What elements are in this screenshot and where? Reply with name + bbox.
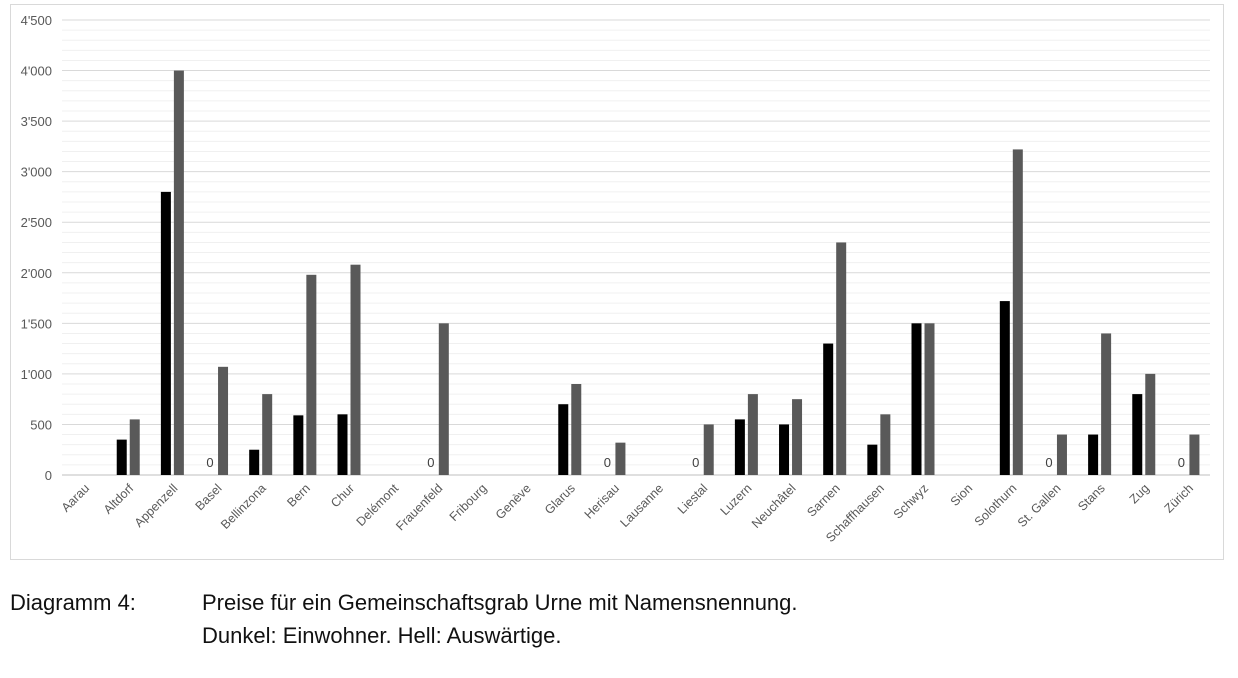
bar-einwohner bbox=[160, 191, 171, 475]
bar-auswaertige bbox=[1101, 333, 1112, 475]
x-tick-label: Zürich bbox=[1162, 481, 1196, 515]
bar-einwohner bbox=[999, 301, 1010, 475]
bar-einwohner bbox=[116, 439, 127, 475]
y-tick-label: 1'500 bbox=[21, 316, 52, 331]
chart-container bbox=[10, 4, 1224, 560]
bar-auswaertige bbox=[350, 264, 361, 475]
y-tick-label: 1'000 bbox=[21, 367, 52, 382]
bar-einwohner bbox=[911, 323, 922, 475]
x-tick-label: Bellinzona bbox=[218, 481, 269, 532]
zero-data-label: 0 bbox=[427, 455, 434, 470]
bar-einwohner bbox=[1132, 394, 1143, 475]
bar-einwohner bbox=[558, 404, 569, 475]
y-tick-label: 3'500 bbox=[21, 114, 52, 129]
x-tick-label: Genève bbox=[493, 481, 534, 522]
bar-chart: 0 500 1'000 1'500 2'000 2'500 3'000 3'500 4'000 4… bbox=[21, 13, 1210, 545]
zero-data-label: 0 bbox=[206, 455, 213, 470]
bar-einwohner bbox=[779, 424, 790, 475]
bar-einwohner bbox=[867, 444, 878, 475]
x-tick-label: Chur bbox=[328, 481, 357, 510]
x-tick-label: Aarau bbox=[59, 481, 93, 515]
bar-auswaertige bbox=[306, 274, 317, 475]
y-tick-label: 500 bbox=[30, 417, 52, 432]
x-tick-label: Luzern bbox=[718, 481, 755, 518]
zero-data-label: 0 bbox=[1178, 455, 1185, 470]
x-tick-label: Stans bbox=[1075, 481, 1108, 514]
zero-data-label: 0 bbox=[692, 455, 699, 470]
caption-label: Diagramm 4: bbox=[10, 590, 136, 615]
x-tick-label: Glarus bbox=[542, 481, 578, 517]
bar-auswaertige bbox=[747, 394, 758, 475]
x-tick-label: St. Gallen bbox=[1015, 481, 1064, 530]
bar-auswaertige bbox=[218, 366, 229, 475]
bar-auswaertige bbox=[836, 242, 847, 475]
zero-data-label: 0 bbox=[1045, 455, 1052, 470]
caption-legend: Dunkel: Einwohner. Hell: Auswärtige. bbox=[202, 623, 562, 648]
bar-auswaertige bbox=[880, 414, 891, 475]
bar-einwohner bbox=[249, 449, 260, 475]
bar-einwohner bbox=[1088, 434, 1099, 475]
x-tick-label: Frauenfeld bbox=[393, 481, 445, 533]
x-tick-label: Liestal bbox=[675, 481, 710, 516]
x-tick-label: Basel bbox=[193, 481, 225, 513]
bar-auswaertige bbox=[1012, 149, 1023, 475]
y-tick-label: 3'000 bbox=[21, 165, 52, 180]
bar-auswaertige bbox=[924, 323, 935, 475]
bar-einwohner bbox=[734, 419, 745, 475]
bar-einwohner bbox=[823, 343, 834, 475]
x-tick-label: Fribourg bbox=[447, 481, 490, 524]
bar-auswaertige bbox=[792, 399, 803, 475]
x-tick-label: Schwyz bbox=[891, 481, 931, 521]
x-tick-label: Altdorf bbox=[101, 481, 137, 517]
x-tick-label: Lausanne bbox=[617, 481, 666, 530]
x-tick-label: Sarnen bbox=[804, 481, 842, 519]
y-tick-label: 2'500 bbox=[21, 215, 52, 230]
caption-title: Preise für ein Gemeinschaftsgrab Urne mi… bbox=[202, 590, 798, 615]
bar-auswaertige bbox=[1056, 434, 1067, 475]
bar-auswaertige bbox=[173, 70, 184, 476]
zero-data-label: 0 bbox=[604, 455, 611, 470]
x-tick-label: Zug bbox=[1127, 481, 1152, 506]
bar-einwohner bbox=[293, 415, 304, 475]
x-tick-label: Herisau bbox=[582, 481, 622, 521]
bar-auswaertige bbox=[1145, 373, 1156, 475]
y-tick-label: 2'000 bbox=[21, 266, 52, 281]
bar-auswaertige bbox=[1189, 434, 1200, 475]
y-tick-label: 4'500 bbox=[21, 13, 52, 28]
y-tick-label: 4'000 bbox=[21, 64, 52, 79]
bar-auswaertige bbox=[262, 394, 273, 475]
x-tick-label: Neuchâtel bbox=[749, 481, 799, 531]
bar-auswaertige bbox=[615, 442, 626, 475]
bar-auswaertige bbox=[129, 419, 140, 475]
bar-auswaertige bbox=[438, 323, 449, 475]
bar-auswaertige bbox=[571, 384, 582, 475]
bar-auswaertige bbox=[703, 424, 714, 475]
y-tick-label: 0 bbox=[45, 468, 52, 483]
x-tick-label: Appenzell bbox=[132, 481, 181, 530]
bar-einwohner bbox=[337, 414, 348, 475]
x-tick-label: Solothurn bbox=[972, 481, 1020, 529]
x-tick-label: Sion bbox=[948, 481, 976, 509]
x-tick-label: Bern bbox=[284, 481, 313, 510]
